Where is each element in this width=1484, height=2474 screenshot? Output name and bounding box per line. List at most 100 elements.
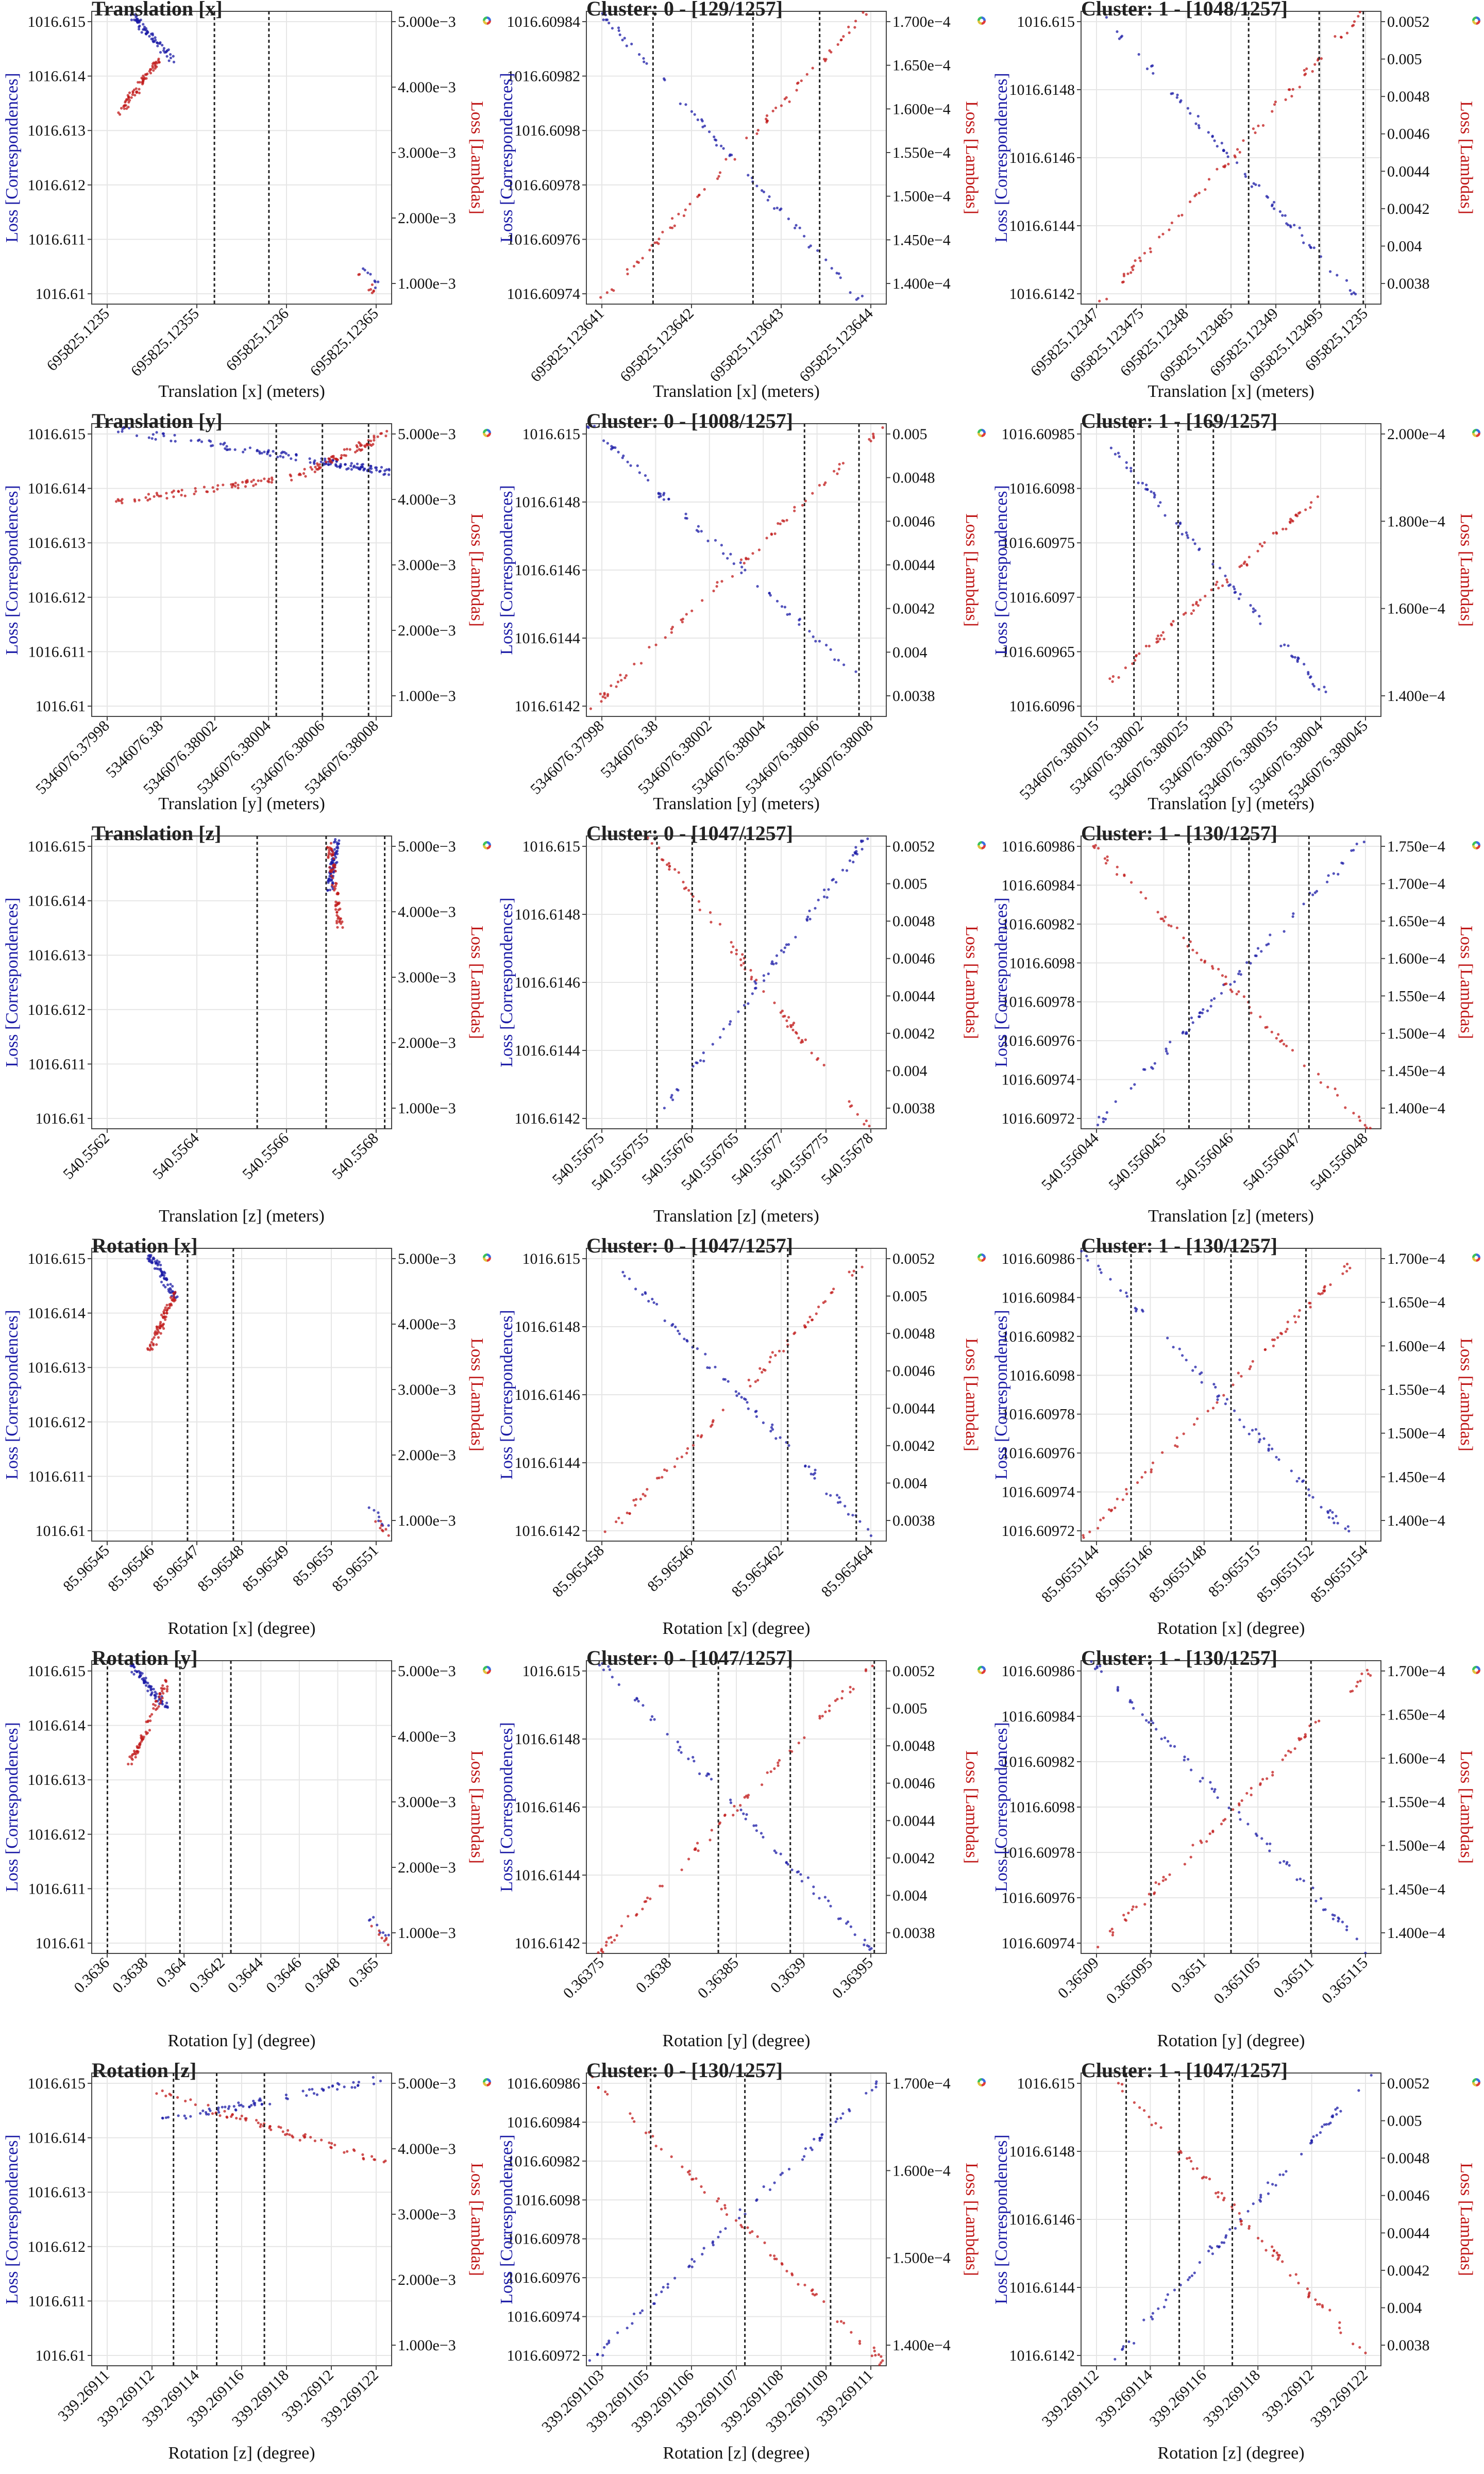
data-point [601,2354,604,2357]
data-point [1291,88,1294,91]
data-point [341,926,344,929]
color-wheel-icon[interactable] [977,429,986,437]
data-point [822,1063,825,1067]
data-point [682,214,685,218]
data-point [127,95,130,98]
data-point [818,483,821,487]
data-point [710,1778,713,1781]
data-point [164,2116,167,2119]
data-point [159,1323,162,1326]
data-point [1280,1332,1284,1335]
data-point [746,1401,749,1404]
color-wheel-icon[interactable] [977,1666,986,1674]
data-point [234,2109,238,2112]
data-point [1194,1365,1197,1368]
y-tick-label-left: 1016.60978 [1002,994,1075,1011]
color-wheel-icon[interactable] [1472,1253,1480,1262]
data-point [384,1528,387,1531]
y-tick-label-left: 1016.612 [28,2238,86,2255]
data-point [682,880,685,883]
y-tick-label-right: 1.550e−4 [1387,1794,1445,1811]
data-point [276,456,279,459]
x-tick-label: 540.5564 [149,1130,203,1183]
data-point [1150,2124,1153,2127]
data-point [611,1676,614,1679]
y-tick-label-right: 1.700e−4 [1387,1250,1445,1267]
color-wheel-icon[interactable] [483,429,491,437]
y-tick-label-left: 1016.613 [28,534,86,551]
color-wheel-icon[interactable] [483,1666,491,1674]
data-point [1359,1679,1362,1682]
data-point [834,1699,837,1702]
color-wheel-icon[interactable] [977,1253,986,1262]
data-point [739,558,743,561]
chart-panel-8: Cluster: 0 - [1047/1257] 1016.6142 1016.61… [495,825,989,1237]
data-point [692,1756,695,1759]
data-point [116,430,120,433]
color-wheel-icon[interactable] [483,2078,491,2086]
color-wheel-icon[interactable] [1472,841,1480,849]
x-tick-label: 85.96549 [239,1542,292,1595]
data-point [762,1421,765,1424]
data-point [756,129,760,132]
data-point [790,2272,794,2275]
data-point [1291,655,1294,659]
data-point [343,454,346,457]
series-correspondences [663,837,869,1110]
data-point [637,1700,640,1703]
color-wheel-icon[interactable] [977,841,986,849]
series-lambdas [599,11,868,299]
data-point [1225,982,1228,985]
data-point [878,2363,881,2366]
data-point [671,217,674,220]
data-point [666,2286,669,2289]
color-wheel-icon[interactable] [977,2078,986,2086]
data-point [252,484,255,487]
data-point [1206,1009,1209,1012]
data-point [1327,1516,1330,1519]
data-point [370,1925,373,1928]
data-point [1134,259,1137,262]
data-point [630,42,633,45]
x-tick-label: 339.269114 [1092,2367,1156,2430]
data-point [1161,917,1164,921]
data-point [1122,274,1125,278]
data-point [150,1261,154,1264]
color-wheel-icon[interactable] [977,16,986,25]
data-point [1123,1918,1126,1921]
color-wheel-icon[interactable] [483,16,491,25]
color-wheel-icon[interactable] [1472,16,1480,25]
data-point [1222,148,1225,152]
data-point [360,463,363,466]
data-point [700,1434,703,1437]
data-point [797,1037,800,1040]
y-tick-label-left: 1016.60986 [1002,1250,1075,1267]
color-wheel-icon[interactable] [1472,429,1480,437]
data-point [156,1707,159,1710]
y-tick-label-right: 1.500e−4 [1387,1837,1445,1854]
data-point [1341,1272,1344,1275]
color-wheel-icon[interactable] [1472,1666,1480,1674]
data-point [1214,1385,1217,1389]
data-point [1141,481,1144,484]
data-point [1225,578,1228,581]
data-point [1156,634,1159,638]
data-point [132,1673,136,1676]
data-point [1252,127,1255,130]
data-point [171,1285,174,1288]
color-wheel-icon[interactable] [483,841,491,849]
y-tick-label-right: 0.0048 [1387,88,1430,105]
data-point [1348,1266,1352,1269]
y-tick-label-left: 1016.6144 [1009,2279,1075,2296]
y-tick-label-right: 1.400e−4 [1387,688,1445,705]
color-wheel-icon[interactable] [483,1253,491,1262]
data-point [131,1663,134,1666]
data-point [159,1701,162,1704]
data-point [1272,1344,1275,1347]
color-wheel-icon[interactable] [1472,2078,1480,2086]
data-point [338,839,341,842]
data-point [698,193,701,196]
series-correspondences [1109,446,1327,693]
x-tick-label: 0.3646 [263,1954,305,1997]
data-point [1165,2298,1168,2301]
